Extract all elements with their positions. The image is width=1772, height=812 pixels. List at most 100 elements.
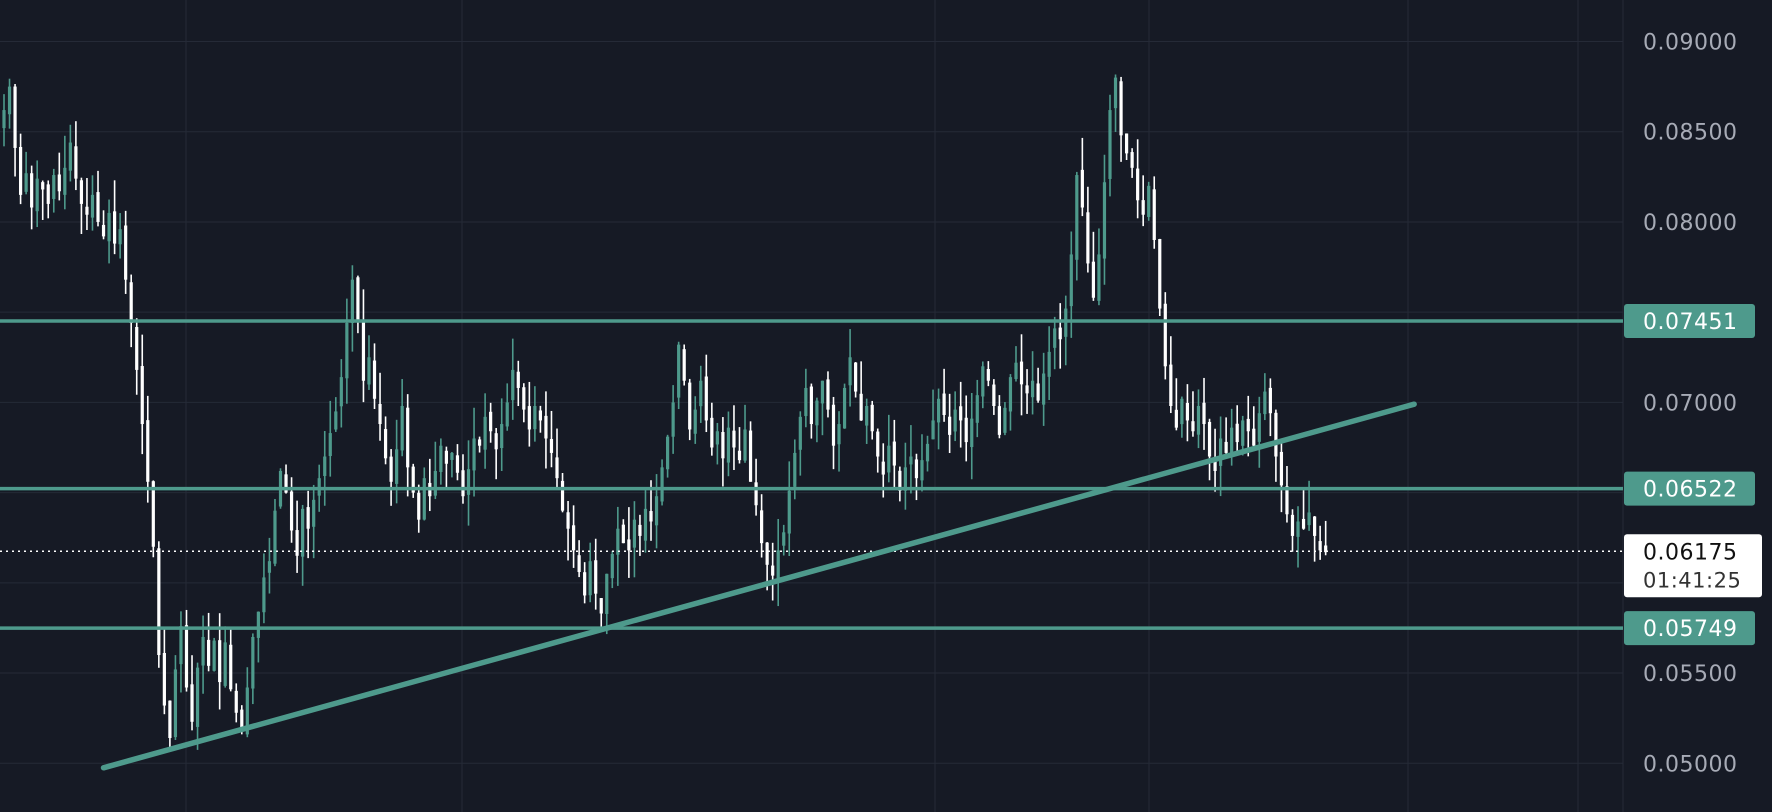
candle bbox=[494, 428, 498, 480]
candle-body bbox=[450, 452, 454, 460]
candle-body bbox=[660, 467, 664, 502]
candle bbox=[876, 428, 880, 473]
candle bbox=[1180, 396, 1184, 438]
candle bbox=[1163, 292, 1167, 380]
candle bbox=[1285, 466, 1289, 523]
candle bbox=[18, 133, 23, 205]
candle-body bbox=[1147, 185, 1151, 217]
candle-body bbox=[1185, 402, 1190, 421]
candle-body bbox=[1169, 364, 1173, 406]
candle-body bbox=[179, 626, 183, 665]
candle bbox=[79, 177, 84, 234]
candle-body bbox=[638, 524, 642, 536]
candle bbox=[914, 453, 919, 501]
candle-body bbox=[395, 449, 399, 484]
candle-body bbox=[240, 709, 244, 729]
candle-body bbox=[184, 625, 189, 688]
candle bbox=[30, 165, 34, 230]
candle-body bbox=[41, 182, 45, 190]
candle-body bbox=[1042, 373, 1046, 405]
candle-body bbox=[2, 110, 6, 129]
candle-body bbox=[1213, 458, 1217, 471]
candle-body bbox=[594, 560, 598, 594]
candle-body bbox=[1047, 351, 1051, 377]
candle-body bbox=[815, 400, 819, 426]
candle-body bbox=[466, 469, 471, 495]
candle-body bbox=[699, 380, 703, 407]
candle bbox=[162, 629, 166, 715]
candle bbox=[776, 518, 780, 607]
candle bbox=[616, 506, 620, 586]
y-tick-label: 0.05000 bbox=[1643, 752, 1737, 777]
candle bbox=[704, 354, 708, 433]
candle-body bbox=[1141, 200, 1145, 215]
candle-body bbox=[234, 690, 238, 713]
candle bbox=[859, 361, 863, 421]
candle-body bbox=[688, 382, 692, 430]
candle bbox=[870, 400, 874, 440]
last-price-badge bbox=[1624, 534, 1762, 598]
candle bbox=[207, 612, 211, 672]
candle-body bbox=[18, 146, 23, 195]
candle bbox=[981, 361, 985, 409]
candle-body bbox=[494, 433, 498, 450]
candle-body bbox=[295, 530, 299, 556]
candle-body bbox=[1025, 385, 1029, 394]
candle bbox=[610, 551, 614, 589]
candle-body bbox=[715, 431, 719, 445]
candle bbox=[826, 371, 830, 418]
candle-body bbox=[1019, 361, 1024, 385]
price-axis[interactable]: 0.09000 0.08500 0.08000 0.07000 0.05500 0.050… bbox=[1624, 31, 1762, 778]
candle-body bbox=[489, 411, 493, 432]
bar-countdown: 01:41:25 bbox=[1643, 568, 1741, 592]
candle bbox=[1108, 94, 1112, 197]
candle-body bbox=[544, 415, 548, 439]
horizontal-levels bbox=[0, 319, 1623, 630]
candle-body bbox=[787, 490, 791, 534]
candle-body bbox=[1097, 254, 1101, 301]
candle bbox=[124, 210, 128, 294]
candle-body bbox=[964, 417, 968, 443]
candle-body bbox=[173, 669, 178, 738]
candle-body bbox=[1113, 77, 1118, 109]
candle-body bbox=[677, 344, 681, 398]
candle bbox=[638, 514, 642, 556]
level-price-badge bbox=[1624, 471, 1755, 506]
candle bbox=[1279, 438, 1284, 513]
candle-body bbox=[1053, 328, 1057, 348]
candle bbox=[400, 379, 404, 457]
candle-body bbox=[1180, 398, 1184, 425]
candle-body bbox=[1119, 81, 1123, 136]
candle bbox=[1246, 395, 1250, 457]
candle-body bbox=[936, 398, 941, 423]
candle bbox=[406, 394, 410, 497]
candle bbox=[295, 500, 299, 573]
candle-body bbox=[599, 598, 603, 614]
candle-body bbox=[1086, 212, 1090, 264]
candle-body bbox=[85, 206, 89, 215]
candle-body bbox=[859, 393, 863, 421]
candle-body bbox=[782, 532, 786, 546]
candle-body bbox=[997, 406, 1001, 435]
candle bbox=[511, 338, 515, 420]
candle bbox=[666, 434, 670, 478]
candle bbox=[804, 368, 808, 428]
candle-body bbox=[251, 636, 255, 689]
candle bbox=[57, 152, 61, 201]
candle-body bbox=[948, 416, 952, 435]
candle-body bbox=[610, 553, 614, 579]
candle-body bbox=[831, 404, 836, 446]
candle-body bbox=[566, 512, 570, 529]
candle bbox=[710, 402, 714, 456]
candle-body bbox=[1230, 427, 1234, 455]
candle bbox=[903, 442, 907, 510]
candle bbox=[466, 440, 471, 526]
candle bbox=[1257, 396, 1261, 468]
candle bbox=[195, 662, 200, 750]
candle bbox=[118, 213, 122, 259]
last-price-label: 0.06175 bbox=[1643, 540, 1737, 565]
candle bbox=[1047, 326, 1051, 400]
candle-body bbox=[588, 561, 592, 596]
